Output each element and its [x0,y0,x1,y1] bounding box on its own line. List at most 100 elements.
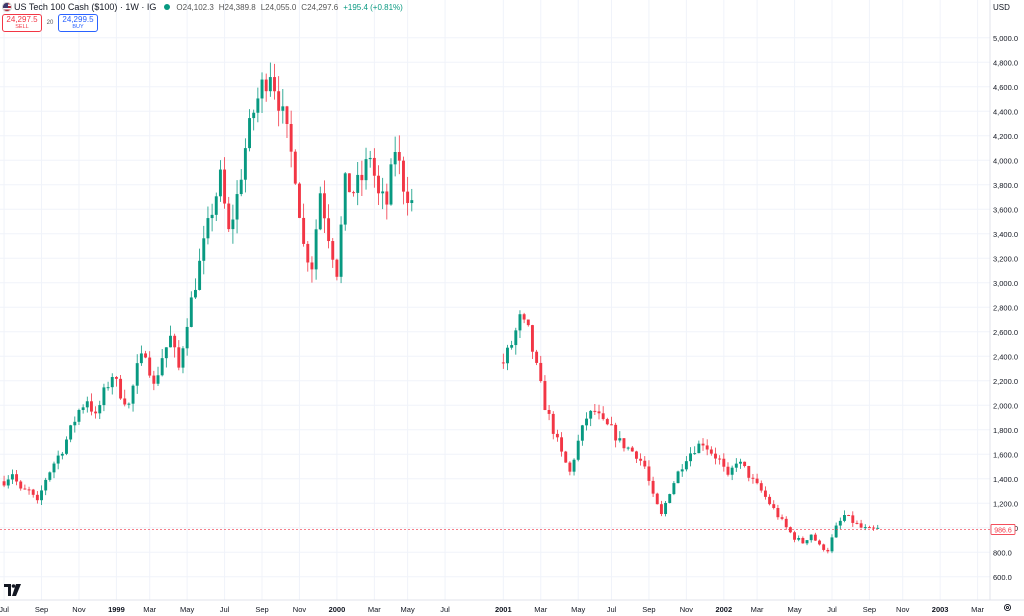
candle [106,381,110,391]
candle-body [743,461,747,467]
candle-body [206,218,210,239]
candle [402,156,405,205]
candle-body [56,455,60,464]
price-axis[interactable]: 600.0800.01,000.01,200.01,400.01,600.01,… [993,34,1018,582]
candle [739,458,742,469]
candle [339,216,343,284]
candle-body [605,419,609,425]
candle-body [585,418,588,426]
candle-body [668,494,672,503]
candle [522,312,526,324]
candle-body [223,169,227,204]
candle [801,536,805,544]
candle-body [35,494,39,501]
price-tick-label: 2,800.0 [993,303,1018,312]
grid [0,0,990,600]
candle-body [60,453,64,456]
candle [763,486,767,500]
candle-body [630,447,634,452]
candle-body [510,345,514,348]
candle [393,136,397,177]
candle-body [834,525,838,538]
candle-body [102,387,106,406]
candle [214,192,218,222]
candle-body [739,461,742,464]
candle [389,158,393,206]
candle-body [114,377,118,379]
candle [535,349,539,366]
candle-body [193,289,197,298]
candle [289,110,293,168]
time-tick-label: Mar [751,605,764,614]
candle-body [198,260,202,290]
candle-body [560,437,564,452]
currency-label[interactable]: USD [993,3,1010,12]
tradingview-logo[interactable] [4,584,22,599]
candle [302,203,306,247]
sell-button[interactable]: 24,297.5 SELL [2,14,42,32]
candle-body [44,479,48,491]
price-tick-label: 4,600.0 [993,83,1018,92]
buy-price: 24,299.5 [62,14,94,24]
time-tick-label: 2003 [932,605,949,614]
candle-body [643,460,647,467]
candle [755,473,759,485]
candle-body [293,151,297,184]
candle-body [522,314,526,320]
candle-body [830,537,834,552]
candle [40,485,43,505]
gear-icon[interactable] [1003,603,1012,612]
us-flag-icon [2,2,12,12]
candle-body [780,517,784,519]
time-tick-label: Jul [220,605,230,614]
candle-body [693,453,697,455]
candle [851,511,855,527]
candle-body [759,483,763,491]
candle [830,534,834,554]
candle-body [676,471,680,484]
price-tick-label: 1,600.0 [993,450,1018,459]
candle-body [555,433,559,438]
time-tick-label: Sep [35,605,48,614]
buy-button[interactable]: 24,299.5 BUY [58,14,98,32]
time-axis[interactable]: Jul Sep Nov 1999 Mar May Jul Sep Nov 2000 Mar May Ju… [0,605,985,614]
candle-body [393,151,397,165]
candle-body [89,401,93,412]
candle-body [106,387,110,389]
price-tick-label: 4,200.0 [993,132,1018,141]
candle [248,109,251,152]
candle-body [564,451,568,463]
candle [164,347,168,368]
candle-body [809,534,813,541]
candle-body [231,219,235,230]
candle-body [851,515,855,523]
candle-body [202,238,206,261]
candle [576,434,580,462]
candle [593,403,597,415]
candle [805,539,809,546]
candle-body [31,489,35,495]
time-tick-label: May [180,605,194,614]
candle [680,464,684,477]
candle [622,437,626,452]
candle [89,393,93,416]
candle-body [181,348,185,368]
price-tick-label: 3,000.0 [993,279,1018,288]
candle [867,525,871,529]
candle [568,461,572,476]
candle [181,346,185,374]
candle [709,446,713,456]
candle-body [655,493,659,505]
candle-body [855,522,859,524]
candle [173,333,177,358]
candle [69,424,73,443]
time-tick-label: May [787,605,801,614]
time-tick-label: 2000 [329,605,346,614]
candle [314,219,318,280]
candle [10,469,14,484]
candle [564,450,568,463]
symbol-title[interactable]: US Tech 100 Cash ($100) · 1W · IG [14,2,157,12]
candle [360,160,364,197]
candle [585,412,588,431]
